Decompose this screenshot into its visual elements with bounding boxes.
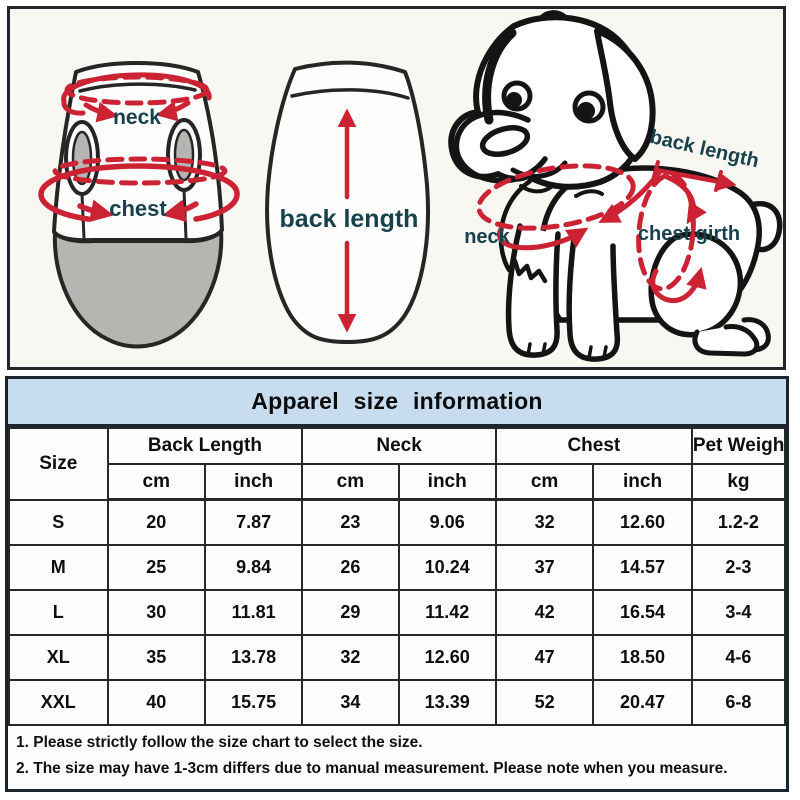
table-cell: 2-3 <box>690 544 787 591</box>
garment-front-chest-label: chest <box>109 196 167 221</box>
note-line: 1. Please strictly follow the size chart… <box>16 734 423 751</box>
table-cell: 20.47 <box>592 679 693 726</box>
table-cell: 32 <box>494 498 595 546</box>
dog-front-leg-right <box>566 235 621 362</box>
unit-header: inch <box>592 463 693 501</box>
unit-header: cm <box>106 463 206 501</box>
table-cell: 42 <box>494 589 595 636</box>
unit-header: cm <box>494 463 595 501</box>
table-cell: 34 <box>301 679 400 726</box>
table-cell: 30 <box>106 589 206 636</box>
dog-ear-right <box>594 28 656 162</box>
table-cell: 18.50 <box>592 634 693 681</box>
table-cell: 37 <box>494 544 595 591</box>
measurement-diagram: neck chest back length <box>38 10 783 362</box>
table-cell: 1.2-2 <box>690 498 787 546</box>
garment-front-neck-label: neck <box>113 106 161 129</box>
col-header-pet-weight: Pet Weight <box>690 427 787 465</box>
chest-measure-dashed <box>52 156 228 186</box>
table-cell: 13.39 <box>397 679 497 726</box>
table-cell: L <box>8 589 109 636</box>
size-table-panel: Apparel size information Size Back Lengt… <box>5 376 789 792</box>
table-cell: 11.81 <box>203 589 304 636</box>
unit-header: inch <box>203 463 304 501</box>
table-cell: 32 <box>301 634 400 681</box>
table-cell: 25 <box>106 544 206 591</box>
unit-header: kg <box>690 463 787 501</box>
dog-chest-dashed <box>636 172 696 292</box>
dog-front-leg-left <box>505 223 561 358</box>
table-cell: 11.42 <box>397 589 497 636</box>
dog-back-length-label: back length <box>648 126 761 172</box>
table-cell: 40 <box>106 679 206 726</box>
notes-section: 1. Please strictly follow the size chart… <box>8 726 786 789</box>
table-cell: 47 <box>494 634 595 681</box>
dog-nose <box>479 125 531 157</box>
measurement-diagram-panel: neck chest back length <box>7 6 786 370</box>
note-line: 2. The size may have 1-3cm differs due t… <box>16 760 728 777</box>
dog-chest-girth-label: chest girth <box>638 223 740 245</box>
table-cell: 14.57 <box>592 544 693 591</box>
table-cell: S <box>8 498 109 546</box>
garment-back-length-label: back length <box>280 205 419 233</box>
table-row: S 20 7.87 23 9.06 32 12.60 1.2-2 <box>8 498 787 546</box>
table-cell: XL <box>8 634 109 681</box>
dog-neck-label: neck <box>464 226 510 248</box>
garment-front-diagram: neck chest <box>38 61 240 349</box>
table-cell: 35 <box>106 634 206 681</box>
table-row: XXL 40 15.75 34 13.39 52 20.47 6-8 <box>8 679 787 726</box>
table-cell: 12.60 <box>397 634 497 681</box>
table-cell: 6-8 <box>690 679 787 726</box>
table-cell: 13.78 <box>203 634 304 681</box>
table-cell: 7.87 <box>203 498 304 546</box>
table-cell: 16.54 <box>592 589 693 636</box>
table-cell: 9.84 <box>203 544 304 591</box>
table-cell: M <box>8 544 109 591</box>
col-header-chest: Chest <box>494 427 693 465</box>
table-cell: 12.60 <box>592 498 693 546</box>
table-row: XL 35 13.78 32 12.60 47 18.50 4-6 <box>8 634 787 681</box>
dog-diagram: neck chest girth back length <box>448 10 783 362</box>
table-title: Apparel size information <box>8 379 786 427</box>
unit-header: cm <box>301 463 400 501</box>
size-table: Size Back Length Neck Chest Pet Weight c… <box>8 427 787 726</box>
garment-hem <box>52 225 224 349</box>
table-row: M 25 9.84 26 10.24 37 14.57 2-3 <box>8 544 787 591</box>
table-cell: 4-6 <box>690 634 787 681</box>
dog-ear-left <box>482 28 517 125</box>
table-cell: 9.06 <box>397 498 497 546</box>
table-row: L 30 11.81 29 11.42 42 16.54 3-4 <box>8 589 787 636</box>
dog-neck-dashed <box>476 163 636 231</box>
col-header-size: Size <box>8 427 109 501</box>
table-cell: 20 <box>106 498 206 546</box>
header-unit-row: cm inch cm inch cm inch kg <box>9 463 787 501</box>
table-cell: 10.24 <box>397 544 497 591</box>
header-group-row: Size Back Length Neck Chest Pet Weight <box>8 427 787 501</box>
table-cell: 15.75 <box>203 679 304 726</box>
table-cell: 3-4 <box>690 589 787 636</box>
col-header-neck: Neck <box>301 427 497 465</box>
table-cell: 52 <box>494 679 595 726</box>
table-cell: 29 <box>301 589 400 636</box>
col-header-back-length: Back Length <box>106 427 304 465</box>
unit-header: inch <box>397 463 497 501</box>
table-cell: 23 <box>301 498 400 546</box>
garment-back-diagram: back length <box>265 60 431 344</box>
table-cell: 26 <box>301 544 400 591</box>
table-cell: XXL <box>8 679 109 726</box>
